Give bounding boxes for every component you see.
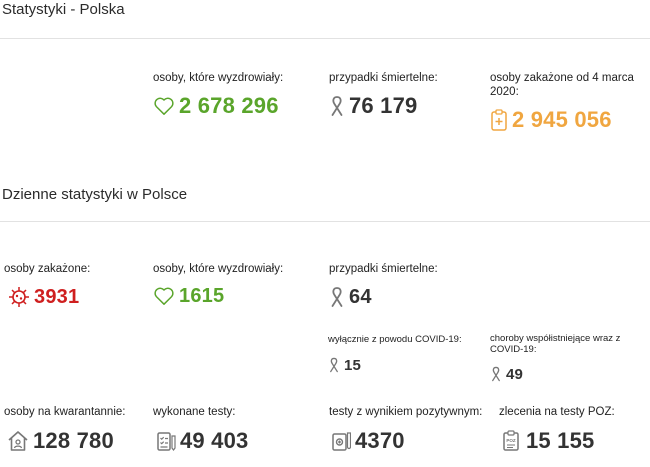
- ribbon-icon: [490, 366, 502, 382]
- stat-quarantine: osoby na kwarantannie: 128 780: [4, 405, 125, 452]
- stat-value: 15 155: [526, 428, 595, 453]
- stat-value: 4370: [355, 428, 405, 453]
- stat-value: 49: [506, 365, 524, 383]
- poz-clipboard-icon: POZ: [502, 430, 522, 452]
- stat-label: przypadki śmiertelne:: [329, 72, 438, 84]
- test-tube-icon: [331, 430, 351, 452]
- stat-recovered-total: osoby, które wyzdrowiały: 2 678 296: [153, 71, 283, 117]
- stat-deaths-daily: przypadki śmiertelne: 64: [329, 262, 438, 308]
- virus-icon: [8, 286, 30, 308]
- stat-value: 1615: [179, 285, 225, 307]
- stat-value: 49 403: [180, 428, 249, 453]
- stat-deaths-covid-only: wyłącznie z powodu COVID-19: 15: [328, 333, 462, 373]
- stat-label: osoby zakażone:: [4, 263, 91, 275]
- stat-label: zlecenia na testy POZ:: [499, 406, 615, 418]
- ribbon-icon: [328, 357, 340, 373]
- heart-icon: [153, 286, 175, 306]
- stat-label: osoby, które wyzdrowiały:: [153, 263, 284, 275]
- stat-label: wykonane testy:: [153, 406, 236, 418]
- section-title-daily: Dzienne statystyki w Polsce: [2, 186, 188, 203]
- stat-label: osoby na kwarantannie:: [4, 406, 126, 418]
- stat-label: osoby zakażone od 4 marca 2020:: [490, 72, 634, 98]
- stat-recovered-daily: osoby, które wyzdrowiały: 1615: [153, 262, 283, 306]
- stat-value: 76 179: [349, 93, 418, 118]
- stat-value: 15: [344, 356, 362, 374]
- stat-value: 3931: [34, 286, 80, 308]
- stat-value: 64: [349, 286, 372, 308]
- stat-deaths-comorbid: choroby współistniejące wraz z COVID-19:…: [490, 333, 640, 382]
- stat-label: przypadki śmiertelne:: [329, 263, 438, 275]
- stat-label: choroby współistniejące wraz z COVID-19:: [490, 333, 621, 355]
- divider: [0, 38, 650, 39]
- stat-poz-orders: zlecenia na testy POZ: POZ 15 155: [499, 405, 615, 452]
- ribbon-icon: [329, 95, 345, 117]
- stat-tests: wykonane testy: 49 403: [153, 405, 249, 452]
- house-icon: [7, 430, 29, 452]
- stat-deaths-total: przypadki śmiertelne: 76 179: [329, 71, 438, 117]
- svg-text:POZ: POZ: [506, 438, 516, 443]
- stat-value: 128 780: [33, 428, 114, 453]
- stat-positive-tests: testy z wynikiem pozytywnym: 4370: [329, 405, 482, 452]
- checklist-icon: [156, 430, 176, 452]
- clipboard-icon: [490, 109, 508, 131]
- stat-label: osoby, które wyzdrowiały:: [153, 72, 284, 84]
- stat-infected-daily: osoby zakażone: 3931: [4, 262, 90, 308]
- stat-value: 2 678 296: [179, 93, 279, 118]
- ribbon-icon: [329, 286, 345, 308]
- stat-label: testy z wynikiem pozytywnym:: [329, 406, 483, 418]
- stat-value: 2 945 056: [512, 107, 612, 132]
- divider: [0, 221, 650, 222]
- heart-icon: [153, 96, 175, 116]
- stat-label: wyłącznie z powodu COVID-19:: [328, 334, 462, 345]
- stat-infected-total: osoby zakażone od 4 marca 2020: 2 945 05…: [490, 71, 635, 131]
- section-title-poland: Statystyki - Polska: [2, 1, 125, 18]
